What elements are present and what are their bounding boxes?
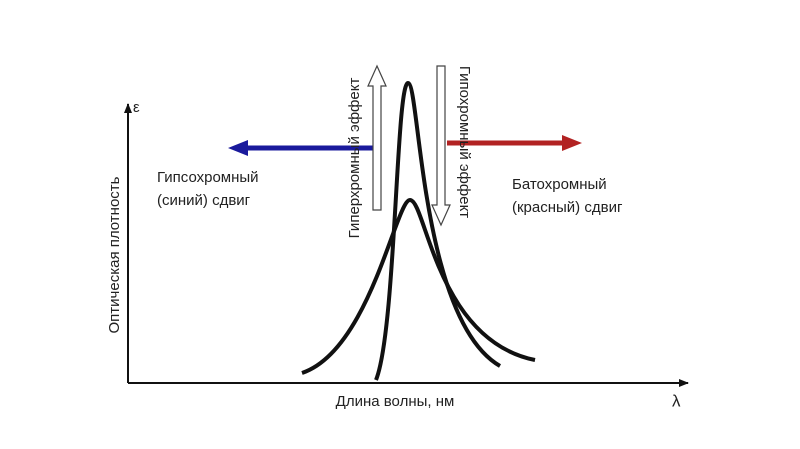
red-arrow-head bbox=[562, 135, 582, 151]
hypochromic-label: Гипохромный эффект bbox=[456, 66, 473, 218]
bathochromic-label: (красный) сдвиг bbox=[512, 199, 623, 216]
x-symbol: λ bbox=[672, 391, 681, 410]
y-symbol: ε bbox=[133, 99, 140, 116]
hypsochromic-label: Гипсохромный bbox=[157, 169, 259, 186]
hyperchromic-label: Гиперхромный эффект bbox=[346, 78, 363, 239]
x-label: Длина волны, нм bbox=[336, 393, 455, 410]
y-label: Оптическая плотность bbox=[106, 176, 123, 333]
curve-low bbox=[301, 197, 536, 375]
hypochromic-arrow bbox=[431, 65, 451, 227]
hypsochromic-label: (синий) сдвиг bbox=[157, 192, 251, 209]
blue-arrow-head bbox=[228, 140, 248, 156]
bathochromic-label: Батохромный bbox=[512, 176, 607, 193]
hyperchromic-arrow bbox=[367, 64, 387, 211]
